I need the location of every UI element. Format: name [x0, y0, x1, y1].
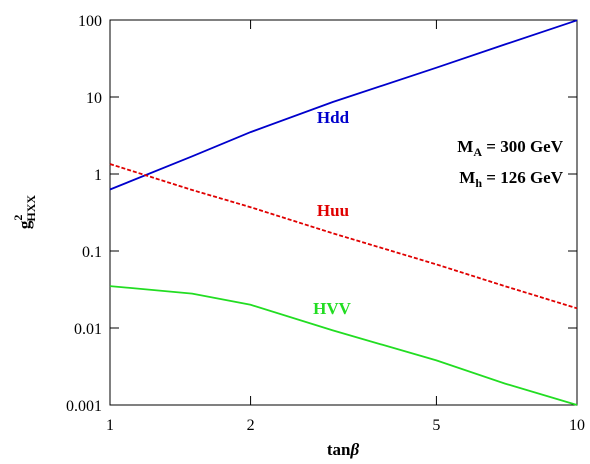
- y-label-main: g: [15, 220, 34, 229]
- y-axis-label: g2HXX: [11, 195, 38, 230]
- annotation: MA = 300 GeV: [457, 137, 563, 159]
- y-tick-label: 0.1: [82, 244, 102, 261]
- series-label: Huu: [317, 201, 349, 220]
- annotation-sub: h: [475, 176, 482, 190]
- y-tick-label: 0.001: [66, 398, 102, 415]
- series-label: HVV: [313, 299, 352, 318]
- x-tick-label: 1: [106, 417, 114, 434]
- annotation-sub: A: [473, 145, 482, 159]
- series-line: [109, 163, 578, 310]
- x-axis-label: tanβ: [327, 440, 360, 459]
- plot-frame: [109, 19, 578, 406]
- series-line: [109, 19, 578, 191]
- annotation: Mh = 126 GeV: [459, 168, 563, 190]
- x-tick-label: 10: [569, 417, 585, 434]
- x-label-main: tan: [327, 440, 351, 459]
- x-tick-label: 2: [247, 417, 255, 434]
- x-tick-label: 5: [432, 417, 440, 434]
- y-tick-label: 1: [94, 167, 102, 184]
- y-tick-label: 100: [78, 13, 102, 30]
- y-tick-label: 10: [86, 90, 102, 107]
- annotation-rest: = 126 GeV: [482, 168, 564, 187]
- y-label-sub: HXX: [24, 195, 38, 222]
- series-line: [109, 285, 578, 406]
- y-tick-label: 0.01: [74, 321, 102, 338]
- series-label: Hdd: [317, 108, 350, 127]
- x-label-greek: β: [349, 440, 359, 459]
- annotation-main: M: [459, 168, 475, 187]
- annotation-rest: = 300 GeV: [482, 137, 564, 156]
- annotation-main: M: [457, 137, 473, 156]
- y-label-sup: 2: [11, 215, 25, 221]
